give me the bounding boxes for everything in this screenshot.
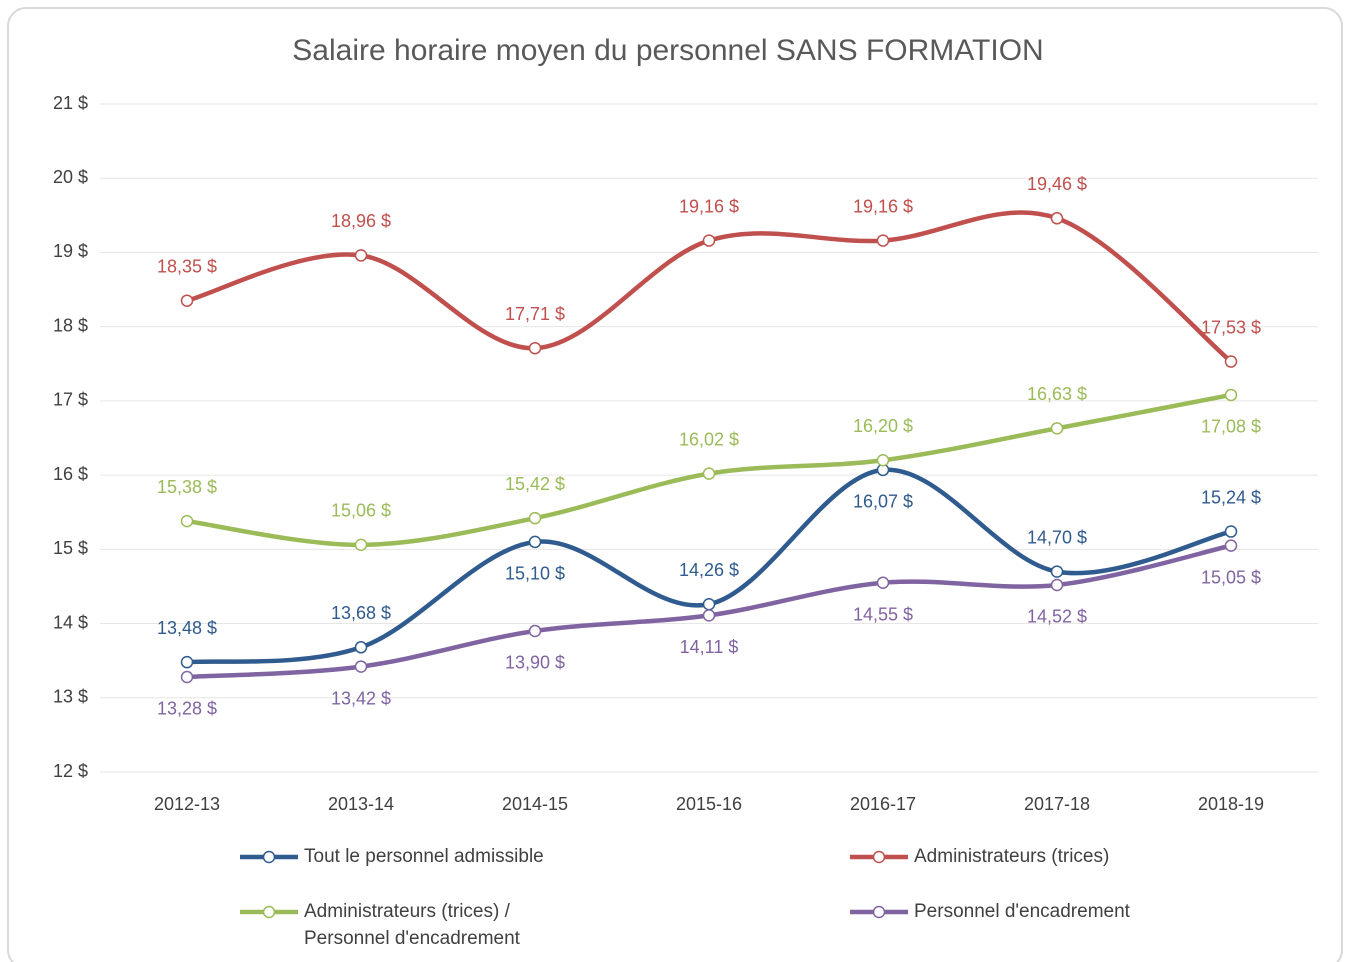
point-marker — [180, 294, 194, 307]
data-label: 13,42 $ — [331, 688, 391, 708]
data-label: 13,68 $ — [331, 603, 391, 623]
point-marker — [1224, 539, 1238, 552]
y-tick-label: 18 $ — [53, 315, 88, 335]
data-label: 14,55 $ — [853, 604, 913, 624]
chart-frame — [7, 7, 1343, 962]
data-label: 15,05 $ — [1201, 567, 1261, 587]
legend-marker — [872, 850, 886, 864]
legend-label: Administrateurs (trices) / Personnel d'e… — [304, 901, 520, 949]
point-marker — [354, 660, 368, 673]
x-tick-label: 2015-16 — [676, 794, 742, 814]
point-marker — [702, 598, 716, 611]
data-label: 14,26 $ — [679, 560, 739, 580]
point-marker — [180, 514, 194, 528]
y-tick-label: 17 $ — [53, 390, 88, 410]
data-label: 14,70 $ — [1027, 527, 1087, 547]
point-marker — [354, 538, 368, 552]
point-marker — [876, 454, 890, 467]
point-marker — [354, 249, 368, 262]
legend-label: Administrateurs (trices) — [914, 846, 1110, 867]
y-tick-label: 20 $ — [53, 167, 88, 187]
legend-marker — [262, 850, 276, 864]
point-marker — [702, 467, 716, 480]
data-label: 15,42 $ — [505, 474, 565, 494]
legend-label: Personnel d'encadrement — [914, 901, 1130, 922]
y-tick-label: 16 $ — [53, 464, 88, 484]
point-marker — [180, 670, 194, 684]
y-tick-label: 21 $ — [53, 93, 88, 113]
point-marker — [180, 655, 194, 669]
point-marker — [1224, 355, 1238, 368]
y-tick-label: 13 $ — [53, 687, 88, 707]
data-label: 15,24 $ — [1201, 487, 1261, 507]
data-label: 15,10 $ — [505, 564, 565, 584]
x-tick-label: 2018-19 — [1198, 794, 1264, 814]
data-label: 17,08 $ — [1201, 417, 1261, 437]
data-label: 14,52 $ — [1027, 607, 1087, 627]
legend-label: Tout le personnel admissible — [304, 846, 544, 867]
point-marker — [528, 624, 542, 638]
point-marker — [354, 641, 368, 654]
point-marker — [876, 234, 890, 247]
y-tick-label: 19 $ — [53, 241, 88, 261]
y-tick-label: 15 $ — [53, 538, 88, 558]
data-label: 19,16 $ — [679, 196, 739, 216]
chart-title: Salaire horaire moyen du personnel SANS … — [292, 34, 1043, 67]
data-label: 18,96 $ — [331, 211, 391, 231]
point-marker — [702, 609, 716, 622]
y-tick-label: 12 $ — [53, 761, 88, 781]
data-label: 13,90 $ — [505, 653, 565, 673]
x-tick-label: 2014-15 — [502, 794, 568, 814]
point-marker — [528, 511, 542, 525]
point-marker — [1050, 212, 1064, 225]
data-label: 14,11 $ — [680, 637, 739, 657]
data-label: 16,02 $ — [679, 429, 739, 449]
point-marker — [1050, 578, 1064, 592]
x-tick-label: 2013-14 — [328, 794, 394, 814]
point-marker — [1224, 388, 1238, 402]
data-label: 16,20 $ — [853, 416, 913, 436]
data-label: 18,35 $ — [157, 256, 217, 276]
data-label: 15,06 $ — [331, 501, 391, 521]
legend-marker — [872, 905, 886, 919]
data-label: 16,07 $ — [853, 492, 913, 512]
data-label: 17,71 $ — [505, 304, 565, 324]
x-tick-label: 2016-17 — [850, 794, 916, 814]
x-tick-label: 2012-13 — [154, 794, 220, 814]
data-label: 19,16 $ — [853, 196, 913, 216]
data-label: 15,38 $ — [157, 477, 217, 497]
point-marker — [1224, 525, 1238, 538]
data-label: 19,46 $ — [1027, 174, 1087, 194]
point-marker — [1050, 565, 1064, 578]
point-marker — [528, 535, 542, 549]
point-marker — [702, 234, 716, 247]
point-marker — [876, 576, 890, 589]
x-tick-label: 2017-18 — [1024, 794, 1090, 814]
data-label: 13,48 $ — [157, 618, 217, 638]
data-label: 16,63 $ — [1027, 384, 1087, 404]
legend-marker — [262, 905, 276, 919]
y-tick-label: 14 $ — [53, 612, 88, 632]
data-label: 17,53 $ — [1201, 317, 1261, 337]
point-marker — [1050, 422, 1064, 435]
point-marker — [528, 341, 542, 355]
data-label: 13,28 $ — [157, 699, 217, 719]
